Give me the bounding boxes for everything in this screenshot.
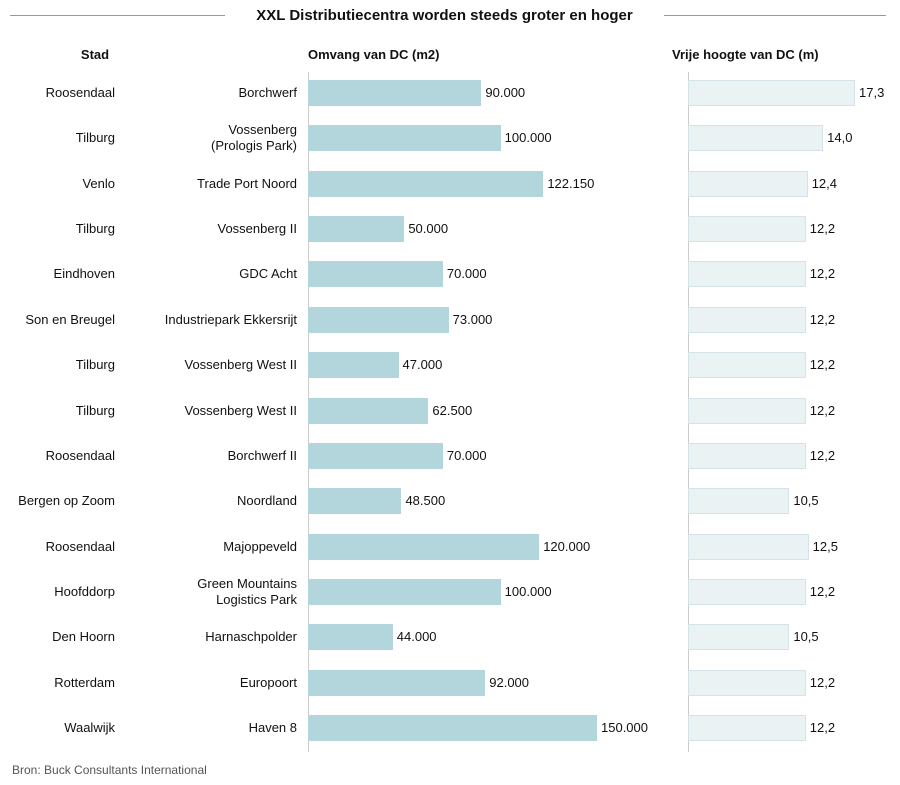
- bar: [308, 125, 501, 152]
- value-label: 12,2: [809, 266, 836, 282]
- bar: [688, 715, 806, 742]
- value-label: 62.500: [432, 402, 473, 418]
- value-label: 50.000: [408, 221, 449, 237]
- bar: [688, 488, 790, 515]
- bar: [688, 578, 806, 605]
- source-note: Bron: Buck Consultants International: [12, 763, 207, 777]
- value-label: 70.000: [446, 266, 487, 282]
- dc-name: Europoort: [239, 674, 297, 690]
- bar: [688, 397, 806, 424]
- value-label: 73.000: [452, 311, 493, 327]
- city-label: Tilburg: [75, 221, 115, 237]
- city-label: Eindhoven: [53, 266, 115, 282]
- city-label: Waalwijk: [64, 720, 115, 736]
- column-header: Omvang van DC (m2): [308, 47, 440, 62]
- value-label: 10,5: [793, 493, 819, 509]
- dc-name: Vossenberg (Prologis Park): [211, 122, 297, 154]
- bar: [688, 533, 809, 560]
- bar: [688, 170, 808, 197]
- value-label: 12,2: [809, 447, 836, 463]
- dc-name: GDC Acht: [239, 266, 297, 282]
- value-label: 12,2: [809, 221, 836, 237]
- bar: [308, 715, 597, 742]
- bar: [688, 442, 806, 469]
- value-label: 12,5: [812, 538, 838, 554]
- dc-name: Green Mountains Logistics Park: [197, 575, 297, 607]
- dc-name: Vossenberg West II: [184, 402, 298, 418]
- bar: [308, 170, 544, 197]
- value-label: 150.000: [601, 720, 648, 736]
- column-header: Stad: [80, 47, 110, 62]
- city-label: Bergen op Zoom: [18, 493, 115, 509]
- dc-name: Borchwerf: [238, 85, 297, 100]
- bar: [308, 352, 399, 379]
- bar: [308, 533, 540, 560]
- dc-name: Haven 8: [248, 720, 297, 736]
- value-label: 100.000: [504, 583, 552, 599]
- bar: [308, 261, 443, 288]
- value-label: 12,2: [809, 583, 836, 599]
- bar: [688, 352, 806, 379]
- value-label: 10,5: [793, 629, 819, 645]
- bar: [308, 488, 402, 515]
- dc-name: Borchwerf II: [227, 447, 297, 463]
- value-label: 44.000: [396, 629, 437, 645]
- column-header: Vrije hoogte van DC (m): [672, 47, 819, 62]
- city-label: Rotterdam: [54, 674, 115, 690]
- value-label: 12,2: [809, 357, 836, 373]
- dc-name: Majoppeveld: [223, 538, 297, 554]
- dc-name: Vossenberg II: [217, 221, 298, 237]
- value-label: 12,2: [809, 674, 836, 690]
- bar: [688, 125, 824, 152]
- city-label: Venlo: [82, 175, 115, 191]
- value-label: 14,0: [827, 130, 853, 146]
- city-label: Roosendaal: [45, 447, 115, 463]
- bar: [308, 624, 393, 651]
- value-label: 90.000: [485, 85, 526, 100]
- city-label: Den Hoorn: [52, 629, 115, 645]
- bar: [308, 216, 405, 243]
- city-label: Roosendaal: [45, 538, 115, 554]
- value-label: 47.000: [402, 357, 443, 373]
- dc-name: Trade Port Noord: [197, 175, 297, 191]
- bar: [308, 80, 482, 106]
- bar: [308, 442, 443, 469]
- bar: [308, 397, 429, 424]
- dc-name: Vossenberg West II: [184, 357, 298, 373]
- city-label: Tilburg: [75, 357, 115, 373]
- value-label: 92.000: [489, 674, 530, 690]
- chart-title: XXL Distributiecentra worden steeds grot…: [256, 7, 633, 24]
- city-label: Hoofddorp: [54, 583, 115, 599]
- value-label: 120.000: [543, 538, 591, 554]
- dc-name: Industriepark Ekkersrijt: [164, 311, 297, 327]
- bar: [308, 306, 449, 333]
- value-label: 17,3: [859, 85, 885, 100]
- value-label: 70.000: [446, 447, 487, 463]
- bar: [688, 624, 790, 651]
- city-label: Son en Breugel: [25, 311, 115, 327]
- title-rule: [664, 15, 886, 16]
- city-label: Tilburg: [75, 130, 115, 146]
- bar: [688, 306, 806, 333]
- value-label: 122.150: [547, 175, 595, 191]
- value-label: 12,4: [811, 175, 837, 191]
- title-rule: [10, 15, 225, 16]
- value-label: 12,2: [809, 311, 836, 327]
- bar: [308, 669, 486, 696]
- bar: [688, 216, 806, 243]
- bar: [688, 80, 855, 106]
- city-label: Roosendaal: [45, 85, 115, 100]
- bar: [688, 669, 806, 696]
- value-label: 100.000: [504, 130, 552, 146]
- city-label: Tilburg: [75, 402, 115, 418]
- value-label: 12,2: [809, 720, 836, 736]
- value-label: 12,2: [809, 402, 836, 418]
- bar: [688, 261, 806, 288]
- dc-name: Noordland: [237, 493, 297, 509]
- bar: [308, 578, 501, 605]
- dc-name: Harnaschpolder: [205, 629, 297, 645]
- value-label: 48.500: [405, 493, 446, 509]
